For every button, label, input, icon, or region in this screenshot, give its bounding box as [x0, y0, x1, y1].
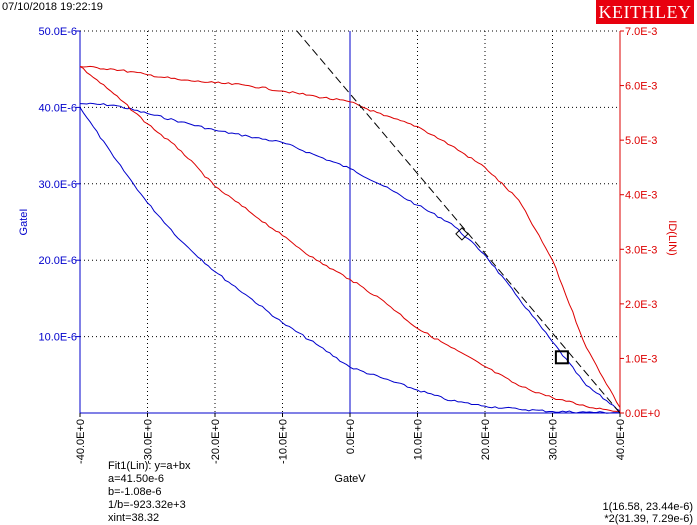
x-tick-label: 0.0E+0: [345, 419, 357, 454]
y-tick-label: 30.0E-6: [38, 179, 77, 191]
y2-tick-label: 5.0E-3: [625, 135, 657, 147]
series-1-line: [79, 102, 621, 412]
y-tick-label: 10.0E-6: [38, 332, 77, 344]
y2-axis-label: ID(LIN): [666, 220, 678, 255]
y2-tick-label: 0.0E+0: [625, 408, 660, 420]
y2-tick-label: 1.0E-3: [625, 353, 657, 365]
series-4-line: [79, 66, 620, 412]
tick-labels: -40.0E+0 -30.0E+0 -20.0E+0 -10.0E+0 0.0E+0 10…: [38, 26, 660, 464]
fit-equation: Fit1(Lin): y=a+bx: [108, 460, 191, 472]
cursor-1-readout: 1(16.58, 23.44e-6): [602, 501, 693, 513]
x-tick-label: 40.0E+0: [615, 419, 627, 460]
fit-a: a=41.50e-6: [108, 473, 164, 485]
timestamp: 07/10/2018 19:22:19: [2, 1, 103, 13]
x-axis-label: GateV: [334, 473, 366, 485]
series-2-line: [79, 107, 620, 414]
x-tick-label: -40.0E+0: [75, 419, 87, 464]
keithley-logo: KEITHLEY: [596, 0, 694, 24]
x-tick-label: -20.0E+0: [210, 419, 222, 464]
cursor-2-readout: *2(31.39, 7.29e-6): [604, 513, 693, 525]
x-tick-label: -10.0E+0: [278, 419, 290, 464]
axes: [79, 31, 621, 414]
y-tick-label: 40.0E-6: [38, 102, 77, 114]
x-tick-label: 10.0E+0: [413, 419, 425, 460]
series-3-line: [79, 65, 621, 408]
x-tick-label: 30.0E+0: [548, 419, 560, 460]
fit-overlay: [296, 30, 621, 414]
fit-xint: xint=38.32: [108, 512, 160, 524]
cursor-1-marker: [455, 227, 469, 241]
data-curves: [79, 65, 621, 414]
y2-tick-label: 4.0E-3: [625, 190, 657, 202]
y2-tick-label: 3.0E-3: [625, 244, 657, 256]
y-tick-label: 50.0E-6: [38, 26, 77, 38]
fit-b: b=-1.08e-6: [108, 486, 162, 498]
x-tick-label: -30.0E+0: [143, 419, 155, 464]
y2-tick-label: 2.0E-3: [625, 299, 657, 311]
y-tick-label: 20.0E-6: [38, 255, 77, 267]
y-axis-label: GateI: [18, 209, 30, 236]
cursor-2-marker: [554, 350, 569, 365]
fit-line: [296, 30, 621, 414]
y2-tick-label: 7.0E-3: [625, 26, 657, 38]
cursor-markers: [455, 227, 569, 365]
y2-tick-label: 6.0E-3: [625, 81, 657, 93]
fit-inv-b: 1/b=-923.32e+3: [108, 499, 186, 511]
x-tick-label: 20.0E+0: [480, 419, 492, 460]
